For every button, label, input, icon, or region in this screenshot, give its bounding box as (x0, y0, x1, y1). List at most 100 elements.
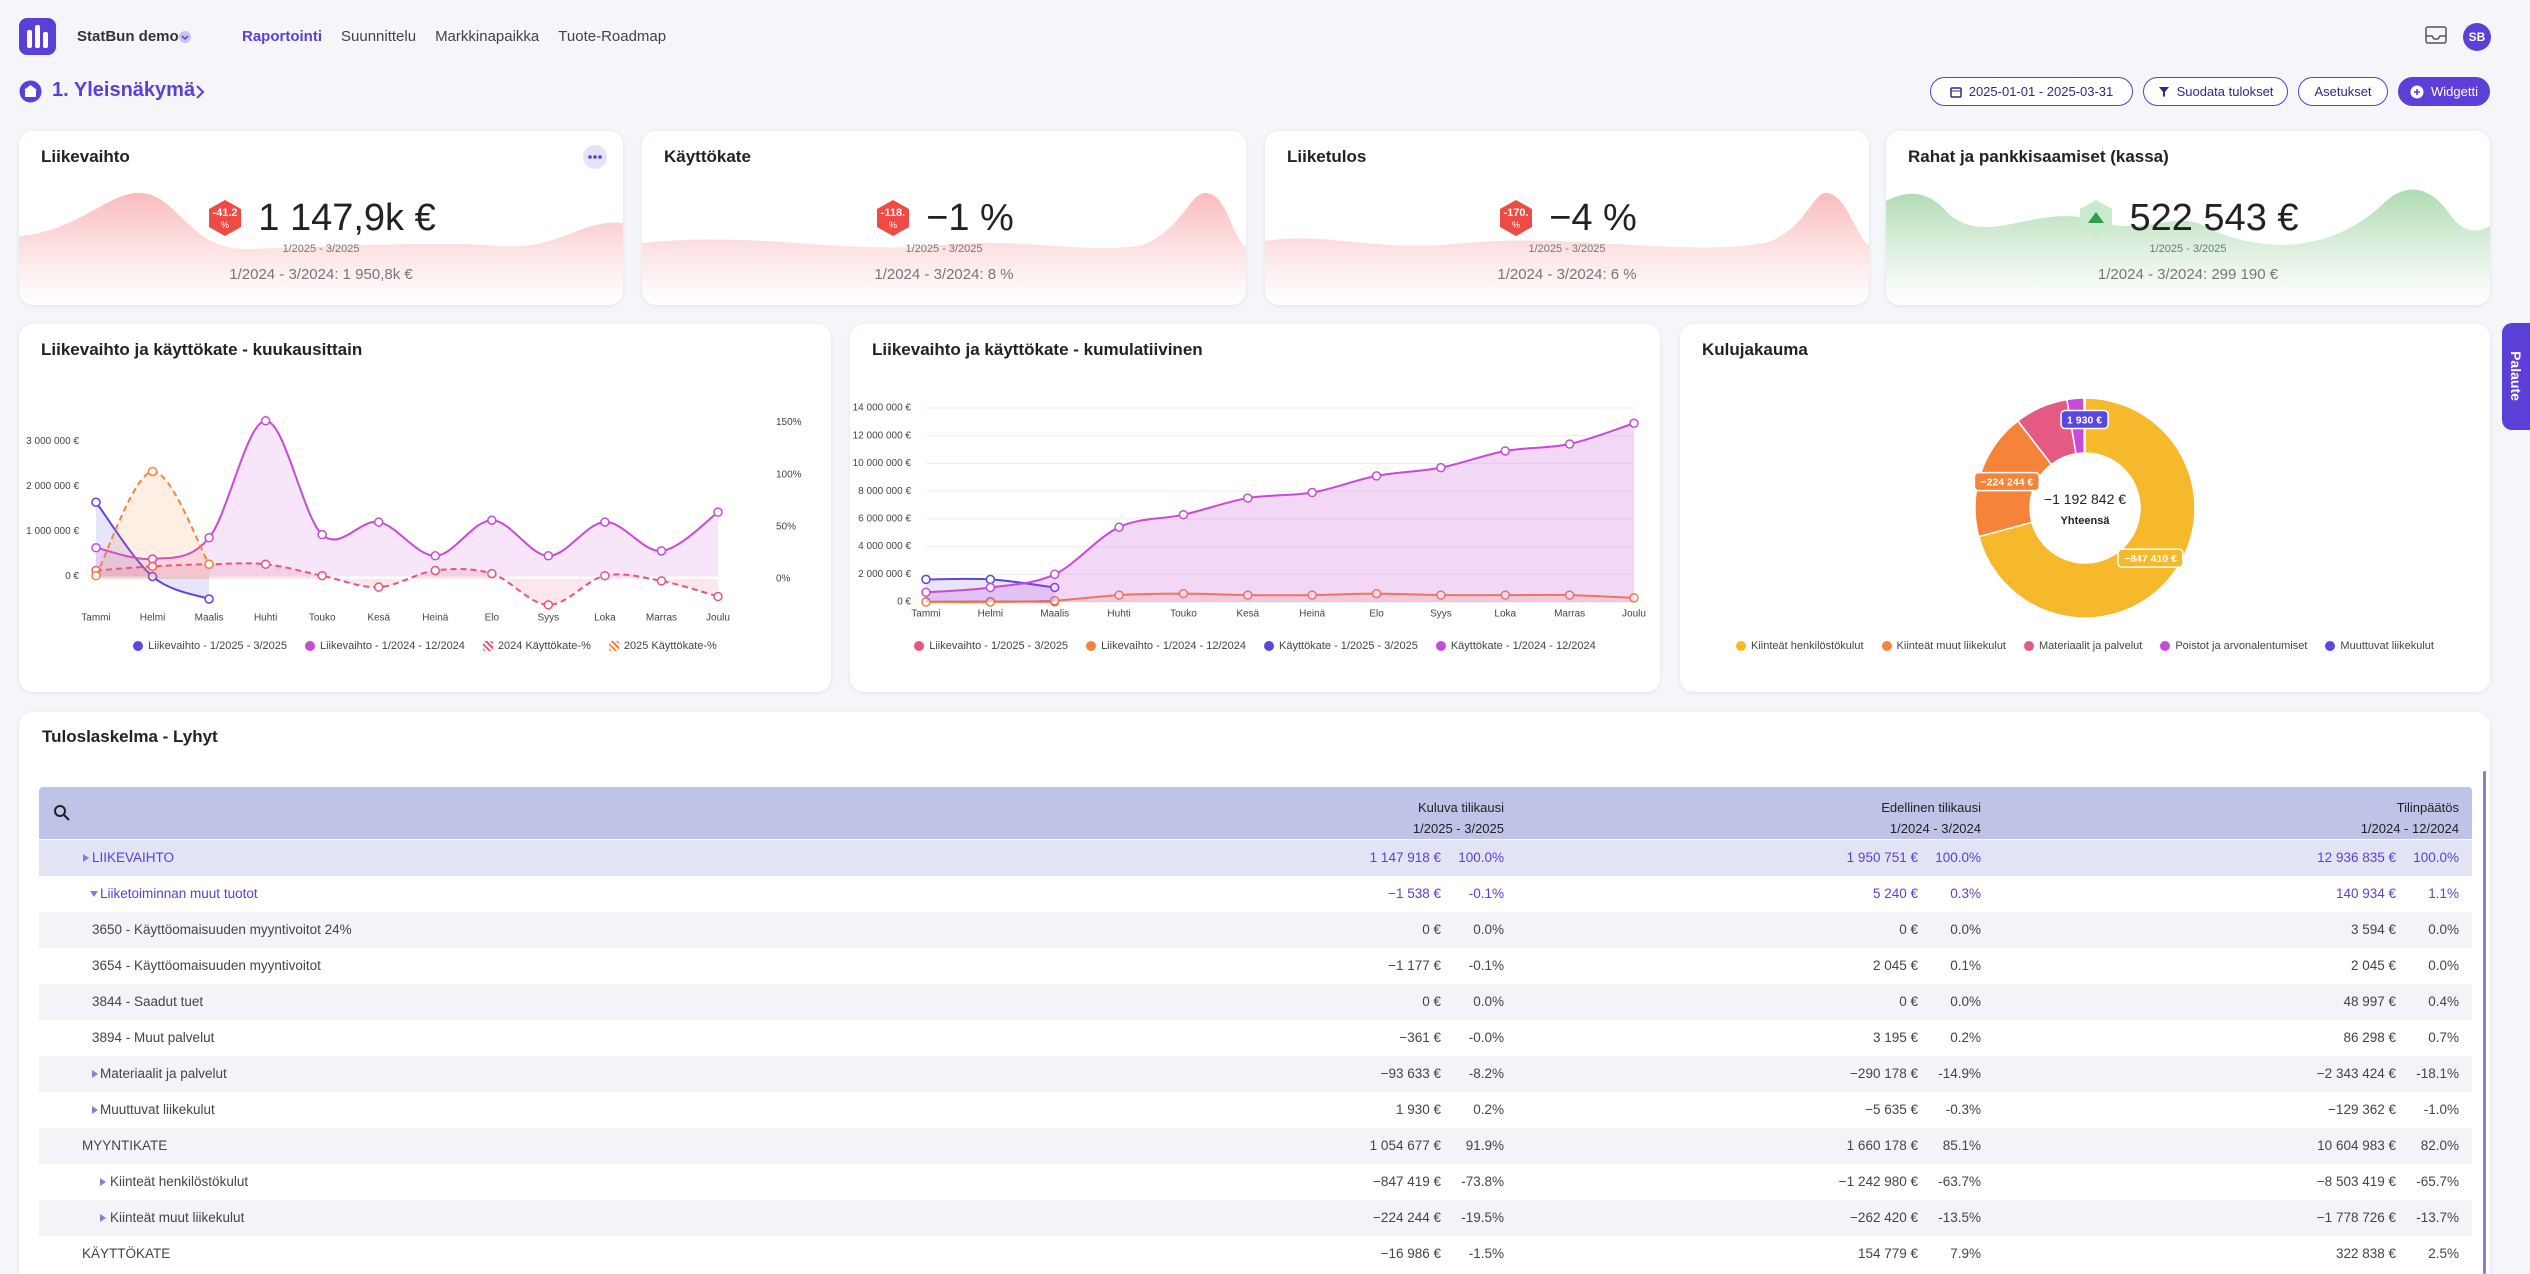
x-tick-label: Tammi (81, 613, 110, 624)
x-tick-label: Syys (538, 613, 560, 624)
point (487, 568, 497, 579)
percent-cell: 100.0% (1458, 850, 1504, 865)
table-row[interactable]: Muuttuvat liikekulut 1 930 € 0.2% −5 635 € -… (39, 1092, 2472, 1128)
arrow (92, 1106, 98, 1114)
point (204, 594, 214, 604)
date-range-button[interactable]: 2025-01-01 - 2025-03-31 (1930, 77, 2133, 106)
legend-label: Liikevaihto - 1/2025 - 3/2025 (929, 640, 1069, 652)
settings-button[interactable]: Asetukset (2298, 77, 2388, 106)
plus-icon (2410, 85, 2424, 98)
table-title: Tuloslaskelma - Lyhyt (42, 727, 218, 746)
legend-item[interactable]: Käyttökate - 1/2025 - 3/2025 (1264, 640, 1418, 652)
widget-button[interactable]: Widgetti (2398, 77, 2490, 106)
legend-item[interactable]: Liikevaihto - 1/2025 - 3/2025 (914, 640, 1068, 652)
area (96, 563, 718, 605)
table-row[interactable]: Materiaalit ja palvelut −93 633 € -8.2% −29… (39, 1056, 2472, 1092)
column-period: 1/2025 - 3/2025 (1412, 821, 1504, 836)
legend-item[interactable]: Liikevaihto - 1/2024 - 12/2024 (304, 640, 465, 652)
value-cell: 1 054 677 € (1369, 1138, 1441, 1153)
point (1629, 593, 1639, 603)
area (96, 471, 210, 579)
wave (642, 192, 1246, 305)
nav-item[interactable]: Suunnittelu (341, 28, 417, 45)
filter-button[interactable]: Suodata tulokset (2143, 77, 2288, 106)
logo[interactable] (19, 18, 56, 55)
percent-cell: -0.3% (1945, 1102, 1981, 1117)
avatar[interactable]: SB (2463, 23, 2491, 51)
table-row[interactable]: Kiinteät muut liikekulut −224 244 € -19.5%… (39, 1200, 2472, 1236)
table-row[interactable]: Liiketoiminnan muut tuotot −1 538 € -0.1% 5… (39, 876, 2472, 912)
column-header[interactable]: Edellinen tilikausi 1/2024 - 3/2024 (1677, 797, 1981, 839)
x-tick-label: Touko (1170, 609, 1197, 620)
value-cell: 0 € (1422, 994, 1441, 1009)
expand-icon[interactable] (98, 1213, 108, 1223)
nav-item[interactable]: Raportointi (242, 28, 322, 45)
brand-menu-icon[interactable] (178, 30, 192, 44)
x-tick-label: Joulu (1622, 609, 1646, 620)
legend-marker (2325, 641, 2336, 651)
chart-title: Liikevaihto ja käyttökate - kuukausittai… (41, 340, 363, 359)
scrollbar[interactable] (2483, 771, 2486, 1274)
legend-item[interactable]: Poistot ja arvonalentumiset (2160, 640, 2307, 652)
legend: Kiinteät henkilöstökulut Kiinteät muut li… (1680, 640, 2490, 652)
center-label: Yhteensä (2061, 515, 2111, 527)
expand-icon[interactable] (90, 1105, 100, 1115)
feedback-tab[interactable]: Palaute (2502, 323, 2530, 430)
percent-cell: 0.0% (1950, 994, 1981, 1009)
more-button[interactable] (582, 144, 608, 170)
legend-item[interactable]: Kiinteät henkilöstökulut (1736, 640, 1864, 652)
table-row: 3650 - Käyttöomaisuuden myyntivoitot 24%… (39, 912, 2472, 948)
column-header[interactable]: Kuluva tilikausi 1/2025 - 3/2025 (1200, 797, 1504, 839)
point (1049, 569, 1060, 580)
legend-item[interactable]: Kiinteät muut liikekulut (1881, 640, 2006, 652)
percent-cell: 100.0% (1935, 850, 1981, 865)
percent-cell: -13.5% (1938, 1210, 1981, 1225)
table-row[interactable]: Kiinteät henkilöstökulut −847 419 € -73.8%… (39, 1164, 2472, 1200)
percent-cell: -18.1% (2416, 1066, 2459, 1081)
page-title[interactable]: 1. Yleisnäkymä (52, 79, 196, 101)
table-row[interactable]: LIIKEVAIHTO 1 147 918 € 100.0% 1 950 751 € 1… (39, 840, 2472, 876)
legend-item[interactable]: Liikevaihto - 1/2025 - 3/2025 (133, 640, 287, 652)
kpi-comparison: 1/2024 - 3/2024: 1 950,8k € (229, 266, 413, 283)
legend-item[interactable]: Materiaalit ja palvelut (2024, 640, 2142, 652)
badge-shape (1500, 200, 1533, 236)
row-label: Muuttuvat liikekulut (100, 1102, 215, 1117)
nav-item[interactable]: Markkinapaikka (435, 28, 540, 45)
wave (1886, 189, 2490, 305)
brand[interactable]: StatBun demo (77, 28, 179, 45)
legend-item[interactable]: Käyttökate - 1/2024 - 12/2024 (1435, 640, 1596, 652)
percent-cell: -0.1% (1468, 958, 1504, 973)
kpi-wave (642, 192, 1246, 305)
point (713, 507, 723, 517)
legend-item[interactable]: 2025 Käyttökate-% (608, 640, 717, 652)
inbox-icon[interactable] (2425, 26, 2447, 44)
y-tick-label: 12 000 000 € (853, 430, 912, 441)
legend-item[interactable]: Muuttuvat liikekulut (2325, 640, 2434, 652)
nav-item[interactable]: Tuote-Roadmap (558, 28, 667, 45)
percent-cell: 0.2% (1473, 1102, 1504, 1117)
kpi-value: −4 % (1549, 196, 1637, 239)
expand-icon[interactable] (90, 1069, 100, 1079)
legend-item[interactable]: 2024 Käyttökate-% (482, 640, 591, 652)
kpi-card: Käyttökate -118.% −1 % 1/2025 - 3/2025 1/202… (642, 131, 1246, 305)
badge-shape (877, 200, 910, 236)
point (373, 582, 384, 592)
kpi-period: 1/2025 - 3/2025 (1528, 243, 1606, 255)
search-icon[interactable] (53, 804, 71, 822)
percent-cell: -65.7% (2416, 1174, 2459, 1189)
legend-label: 2024 Käyttökate-% (497, 640, 591, 652)
point (1049, 595, 1060, 606)
value-cell: −2 343 424 € (2316, 1066, 2396, 1081)
y-tick-label: 0 € (897, 597, 911, 608)
legend-marker (482, 641, 493, 651)
point (543, 551, 554, 561)
table-row: MYYNTIKATE 1 054 677 € 91.9% 1 660 178 € 85.… (39, 1128, 2472, 1164)
point (260, 559, 271, 569)
legend-item[interactable]: Liikevaihto - 1/2024 - 12/2024 (1086, 640, 1246, 652)
collapse-icon[interactable] (89, 889, 99, 899)
expand-icon[interactable] (81, 853, 91, 863)
column-header[interactable]: Tilinpäätös 1/2024 - 12/2024 (2155, 797, 2459, 839)
legend-marker (1264, 641, 1274, 651)
expand-icon[interactable] (98, 1177, 108, 1187)
plot: 0 € 1 000 000 € 2 000 000 € 3 000 000 € 0% 50… (26, 416, 802, 624)
